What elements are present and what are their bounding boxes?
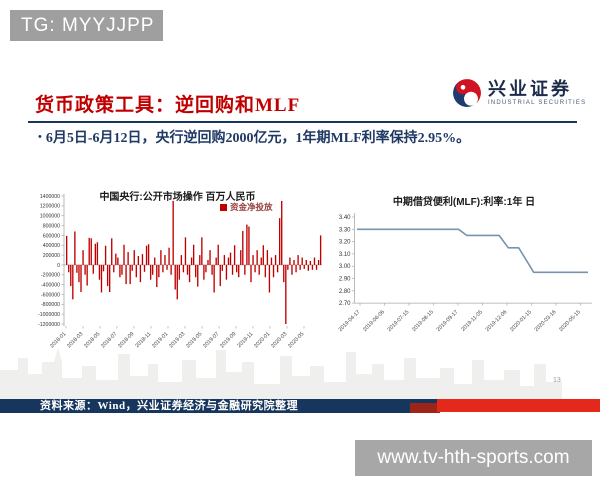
svg-text:2019-03: 2019-03 [168,331,186,349]
page-number: 13 [553,377,561,384]
svg-text:-1200000: -1200000 [38,322,60,328]
svg-text:2019-06-06: 2019-06-06 [362,309,386,333]
page-title: 货币政策工具：逆回购和MLF [35,95,301,116]
bullet-line: • 6月5日-6月12日，央行逆回购2000亿元，1年期MLF利率保持2.95%。 [38,127,578,147]
svg-text:-600000: -600000 [41,292,60,298]
svg-text:3.30: 3.30 [339,227,351,233]
svg-text:1000000: 1000000 [40,214,60,220]
logo-text-cn: 兴业证券 [488,79,572,99]
svg-text:2020-03-16: 2020-03-16 [534,309,558,333]
footer-red-segment [437,399,600,412]
svg-text:2019-09: 2019-09 [219,331,237,349]
svg-text:2018-11: 2018-11 [134,331,152,349]
svg-text:2020-05: 2020-05 [287,331,305,349]
svg-text:-200000: -200000 [41,273,60,279]
svg-text:3.20: 3.20 [339,240,351,246]
svg-text:-800000: -800000 [41,302,60,308]
line-chart-plot: 3.40 3.30 3.20 3.10 3.00 2.90 2.80 2.70 2019-04-… [338,213,592,333]
left-chart-title: 中国央行:公开市场操作 百万人民币 [99,192,256,203]
svg-text:2018-07: 2018-07 [100,331,118,349]
logo-text-en: INDUSTRIAL SECURITIES [488,100,587,106]
svg-text:2018-01: 2018-01 [49,331,67,349]
svg-text:2018-03: 2018-03 [66,331,84,349]
svg-text:2019-11-05: 2019-11-05 [460,309,483,332]
svg-text:600000: 600000 [43,233,60,239]
svg-text:2019-04-17: 2019-04-17 [338,309,362,333]
svg-text:1200000: 1200000 [40,204,60,210]
svg-text:3.00: 3.00 [339,264,351,270]
watermark-badge-bottom: www.tv-hth-sports.com [355,440,592,476]
bullet-text: 6月5日-6月12日，央行逆回购2000亿元，1年期MLF利率保持2.95%。 [45,131,471,146]
svg-text:2019-09-17: 2019-09-17 [436,309,460,333]
source-note: 资料来源：Wind，兴业证券经济与金融研究院整理 [40,400,299,412]
svg-text:3.40: 3.40 [339,215,351,221]
svg-text:2019-08-15: 2019-08-15 [411,309,435,333]
bar-chart-plot: 1400000 1200000 1000000 800000 600000 400000 2… [38,194,322,349]
svg-text:-400000: -400000 [41,283,60,289]
legend-label: 资金净投放 [230,202,273,212]
svg-text:2019-05: 2019-05 [185,331,203,349]
bars-group [66,200,322,324]
svg-text:2019-07: 2019-07 [202,331,220,349]
title-divider [28,121,577,123]
svg-text:800000: 800000 [43,223,60,229]
svg-text:2.80: 2.80 [339,289,351,295]
svg-text:-1000000: -1000000 [38,312,60,318]
mlf-rate-line [357,228,588,274]
svg-text:2018-09: 2018-09 [117,331,135,349]
right-chart-title: 中期借贷便利(MLF):利率:1年 日 [392,197,536,208]
svg-text:2020-01: 2020-01 [253,331,271,349]
brand-logo: 兴业证券 INDUSTRIAL SECURITIES [452,78,586,108]
svg-text:2019-12-06: 2019-12-06 [485,309,509,333]
left-bar-chart: 中国央行:公开市场操作 百万人民币 资金净投放 1400000 1200000 10… [30,183,325,353]
svg-text:2020-05-15: 2020-05-15 [558,309,582,333]
svg-text:1400000: 1400000 [40,194,60,200]
svg-text:2.70: 2.70 [339,301,351,307]
svg-text:2019-07-15: 2019-07-15 [387,309,411,333]
svg-text:3.10: 3.10 [339,252,351,258]
left-chart-legend: 资金净投放 [220,201,273,213]
svg-text:2018-05: 2018-05 [83,331,101,349]
svg-text:0: 0 [57,263,60,269]
svg-text:2020-01-15: 2020-01-15 [509,309,533,333]
footer-navy-segment: 资料来源：Wind，兴业证券经济与金融研究院整理 [0,399,437,413]
legend-swatch-icon [220,203,227,211]
svg-text:2019-11: 2019-11 [236,331,254,349]
svg-text:400000: 400000 [43,243,60,249]
watermark-badge-top: TG: MYYJJPP [10,10,163,41]
svg-text:2019-01: 2019-01 [151,331,169,349]
footer-darkred-segment [410,403,440,413]
bullet-dot-icon: • [38,131,42,143]
svg-text:2020-03: 2020-03 [270,331,288,349]
svg-text:2.90: 2.90 [339,277,351,283]
right-line-chart: 中期借贷便利(MLF):利率:1年 日 3.40 3.30 3.20 3.10 3.00… [330,188,598,348]
logo-swirl-icon [453,79,481,107]
svg-text:200000: 200000 [43,253,60,259]
footer-bar: 资料来源：Wind，兴业证券经济与金融研究院整理 [0,399,600,413]
skyline-watermark [0,348,562,400]
